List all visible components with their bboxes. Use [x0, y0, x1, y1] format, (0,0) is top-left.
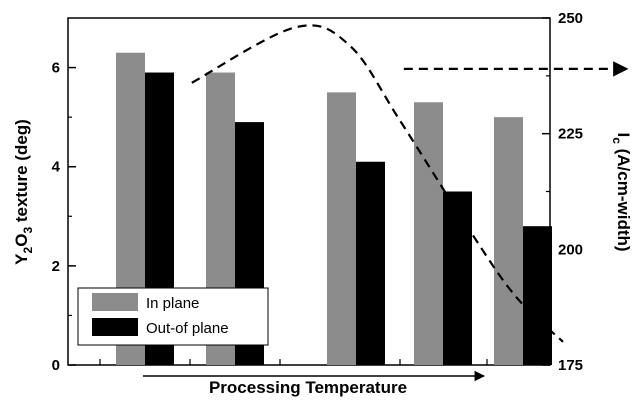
legend-label-out-of-plane: Out-of plane: [146, 320, 229, 337]
bar-out-of-plane-4: [443, 191, 472, 365]
y-axis-title-o: O: [12, 234, 31, 247]
y2-tick-label-175: 175: [558, 357, 583, 374]
y-tick-label-2: 2: [52, 258, 60, 275]
left-axis: 0 2 4 6: [52, 60, 76, 374]
y2-axis-title-sub: c: [610, 137, 624, 144]
y2-axis-title: Ic (A/cm-width): [610, 132, 633, 251]
y2-tick-label-225: 225: [558, 126, 583, 143]
bar-in-plane-5: [494, 117, 523, 366]
legend: In plane Out-of plane: [77, 287, 269, 346]
legend-swatch-in-plane: [92, 293, 138, 311]
y2-tick-label-250: 250: [558, 10, 583, 27]
y-axis-title: Y2O3 texture (deg): [12, 119, 35, 265]
x-axis-ticks: [99, 359, 488, 365]
legend-swatch-out-of-plane: [92, 318, 138, 336]
bar-out-of-plane-3: [356, 161, 385, 365]
legend-label-in-plane: In plane: [146, 295, 199, 312]
bar-in-plane-4: [414, 102, 443, 366]
ic-curve: [191, 24, 629, 343]
y-tick-label-0: 0: [52, 357, 60, 374]
y-axis-title-rest: texture (deg): [12, 119, 31, 227]
y-tick-label-6: 6: [52, 60, 60, 77]
right-axis: 175 200 225 250: [542, 10, 583, 374]
bar-in-plane-3: [327, 92, 356, 365]
y2-axis-title-i: I: [614, 132, 633, 137]
y-axis-title-sub1: 2: [21, 246, 35, 253]
y-tick-label-4: 4: [52, 159, 61, 176]
y-axis-title-sub2: 3: [21, 227, 35, 234]
bar-out-of-plane-5: [523, 226, 552, 365]
y-axis-title-y: Y: [12, 253, 31, 265]
x-axis-title: Processing Temperature: [209, 378, 407, 397]
y2-tick-label-200: 200: [558, 241, 583, 258]
y2-axis-title-rest: (A/cm-width): [614, 144, 633, 252]
